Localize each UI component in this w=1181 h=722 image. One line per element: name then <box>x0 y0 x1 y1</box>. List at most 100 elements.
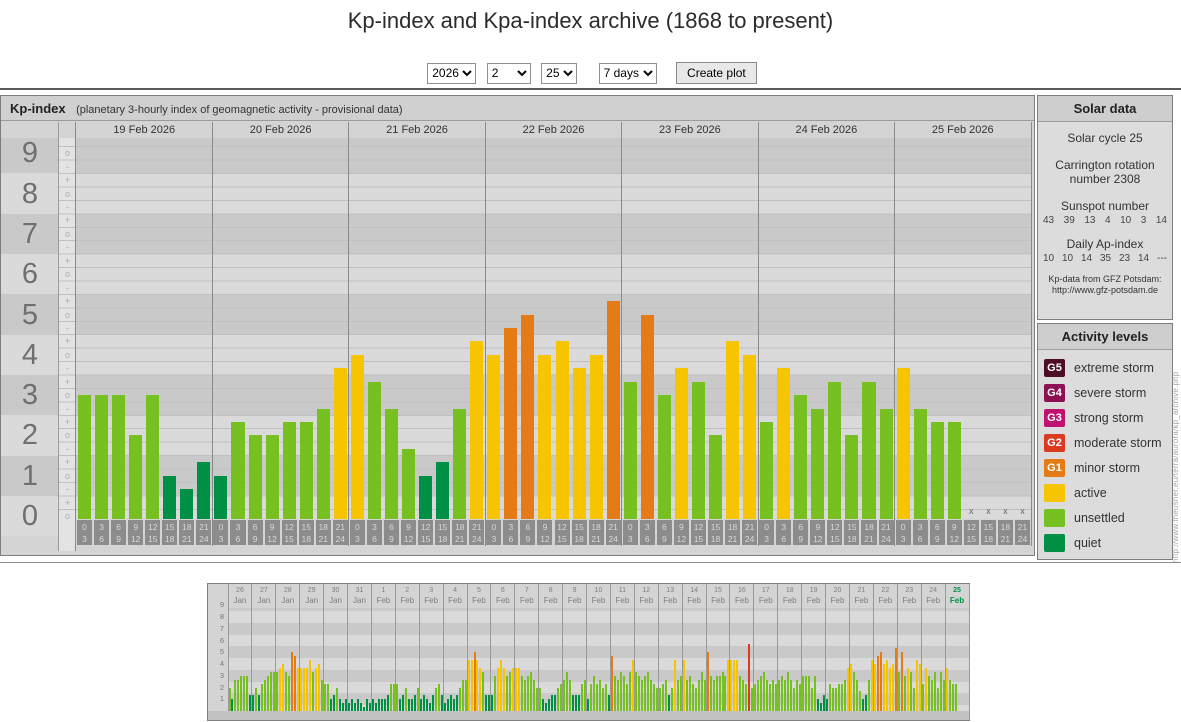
mini-day-separator <box>609 584 611 711</box>
mini-date-label: 19 Feb <box>806 587 821 605</box>
mini-kp-bar <box>793 687 796 711</box>
kp-bar <box>197 462 211 519</box>
legend-swatch <box>1044 483 1065 502</box>
mini-day-separator <box>562 584 564 711</box>
range-select[interactable]: 7 days <box>598 62 657 84</box>
mini-kp-bar <box>817 699 820 711</box>
mini-day-separator <box>896 584 898 711</box>
mini-kp-bar <box>858 691 861 711</box>
kp-bar <box>913 408 927 519</box>
ap-value: 10 <box>1062 253 1074 264</box>
mini-kp-bar <box>918 664 921 711</box>
mini-kp-bar <box>300 667 303 711</box>
mini-kp-bar <box>356 699 359 711</box>
sunspot-value: 14 <box>1155 215 1167 226</box>
ap-value: --- <box>1157 253 1167 264</box>
kp-bar <box>316 408 330 519</box>
time-slot-label: 12 15 <box>281 520 297 545</box>
create-plot-button[interactable]: Create plot <box>676 62 757 84</box>
year-select[interactable]: 2026 <box>427 62 477 84</box>
mini-date-label: 28 Jan <box>281 587 295 605</box>
time-slot-label: 21 24 <box>878 520 894 545</box>
time-slot-label: 15 18 <box>435 520 451 545</box>
no-data-marker: x <box>1020 506 1025 516</box>
mini-day-separator <box>323 584 325 711</box>
mini-date-label: 31 Jan <box>353 587 366 605</box>
mini-band <box>228 669 969 682</box>
mini-kp-bar <box>655 687 658 711</box>
legend-item: G2 moderate storm <box>1038 430 1172 455</box>
mini-kp-bar <box>829 683 832 711</box>
mini-date-label: 5 Feb <box>472 587 486 605</box>
kp-bar <box>640 314 654 519</box>
legend-item: active <box>1038 480 1172 505</box>
legend-swatch-g1: G1 <box>1044 458 1065 477</box>
legend-swatch-g3: G3 <box>1044 408 1065 427</box>
kp-bar <box>623 381 637 519</box>
time-slot-label: 15 18 <box>571 520 587 545</box>
plot-right-border <box>1031 122 1032 546</box>
mini-kp-bar <box>927 675 930 711</box>
mini-kp-bar <box>578 695 581 711</box>
time-slot-label: 18 21 <box>997 520 1013 545</box>
axis-border <box>58 122 59 551</box>
month-select[interactable]: 2 <box>486 62 531 84</box>
ap-value: 35 <box>1100 253 1112 264</box>
mini-kp-bar <box>945 667 948 711</box>
mini-date-label: 20 Feb <box>830 587 845 605</box>
no-data-marker: x <box>986 506 991 516</box>
time-slot-label: 12 15 <box>827 520 843 545</box>
mini-kp-bar <box>679 675 682 711</box>
mini-kp-bar <box>736 660 739 711</box>
sunspot-value: 13 <box>1084 215 1096 226</box>
mini-kp-bar <box>897 671 900 711</box>
mini-kp-bar <box>539 687 542 711</box>
gfz-link[interactable]: http://www.gfz-potsdam.de <box>1051 285 1159 295</box>
mini-kp-bar <box>336 687 339 711</box>
y-axis-label: 3 <box>21 379 39 412</box>
mini-band <box>228 658 969 670</box>
mini-kp-bar <box>575 695 578 711</box>
kp-bar <box>419 475 433 519</box>
mini-kp-bar <box>342 703 345 711</box>
mini-kp-bar <box>240 675 243 711</box>
mini-kp-bar <box>688 675 691 711</box>
mini-kp-bar <box>610 656 613 711</box>
ap-index-values: 10 10 14 35 23 14 --- <box>1038 251 1172 264</box>
mini-kp-bar <box>509 671 512 711</box>
legend-swatch <box>1044 508 1065 527</box>
mini-day-separator <box>394 584 396 711</box>
mini-kp-bar <box>467 660 470 711</box>
mini-kp-bar <box>808 675 811 711</box>
day-select[interactable]: 25 <box>541 62 578 84</box>
mini-kp-bar <box>757 679 760 711</box>
mini-kp-bar <box>306 667 309 711</box>
kp-bar <box>828 381 842 519</box>
mini-kp-bar <box>434 687 437 711</box>
mini-kp-bar <box>844 679 846 711</box>
mini-kp-bar <box>790 679 793 711</box>
mini-date-label: 27 Jan <box>257 587 271 605</box>
legend-item: G1 minor storm <box>1038 455 1172 480</box>
mini-date-label: 29 Jan <box>305 587 319 605</box>
axis-band <box>1 455 59 496</box>
mini-kp-bar <box>739 675 742 711</box>
mini-kp-bar <box>536 687 539 711</box>
mini-band <box>228 681 969 694</box>
mini-kp-bar <box>933 671 936 711</box>
mini-kp-bar <box>607 695 610 711</box>
y-axis-label: 5 <box>21 298 39 331</box>
mini-kp-bar <box>697 679 700 711</box>
sunspot-value: 10 <box>1120 215 1132 226</box>
mini-kp-bar <box>327 683 330 711</box>
mini-kp-bar <box>721 671 724 711</box>
mini-kp-bar <box>548 699 551 711</box>
mini-kp-bar <box>772 679 775 711</box>
